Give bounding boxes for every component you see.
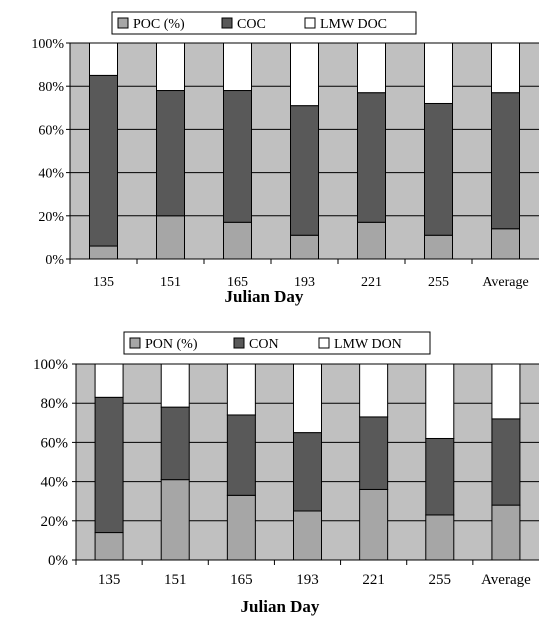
top-bar-Average-lmw (491, 42, 520, 94)
top-x-tick-label-5: 255 (428, 275, 449, 290)
top-x-tick-label-4: 221 (361, 275, 382, 290)
bottom-legend-swatch-2 (318, 337, 330, 349)
bottom-bar-221-lmw (359, 363, 389, 418)
top-bar-165-particulate (223, 221, 252, 260)
bottom-bar-151-colloidal (160, 406, 190, 481)
bottom-chart: PON (%) CON LMW DON 0% 20% 40% 60% 80% 100% 1… (33, 331, 539, 616)
bottom-bar-151-lmw (160, 363, 190, 408)
top-legend-swatch-2 (304, 17, 316, 29)
bottom-bar-221-colloidal (359, 416, 389, 490)
bottom-legend-label-1: CON (249, 337, 279, 352)
top-bar-221-colloidal (357, 92, 386, 223)
top-bar-135-colloidal (89, 74, 118, 247)
bottom-x-axis-title: Julian Day (241, 597, 320, 616)
top-bar-193-lmw (290, 42, 319, 107)
bottom-bar-165-particulate (226, 494, 256, 561)
top-bar-135-lmw (89, 42, 118, 76)
bottom-x-ticks: 135 151 165 193 221 255 Average (75, 560, 531, 588)
top-bar-Average-particulate (491, 228, 520, 260)
top-x-axis-title: Julian Day (225, 287, 304, 306)
bottom-x-tick-label-4: 221 (362, 572, 385, 588)
top-bar-151-colloidal (156, 90, 185, 217)
top-x-tick-label-1: 151 (160, 275, 181, 290)
top-legend-label-2: LMW DOC (320, 17, 387, 32)
bottom-legend-label-0: PON (%) (145, 337, 198, 352)
bottom-y-ticks: 0% 20% 40% 60% 80% 100% (33, 357, 68, 569)
bottom-bar-165-lmw (226, 363, 256, 416)
bottom-legend-label-2: LMW DON (334, 337, 402, 352)
top-bar-221-particulate (357, 221, 386, 260)
top-bar-165-lmw (223, 42, 252, 92)
top-x-ticks: 135 151 165 193 221 255 Average (69, 259, 529, 290)
bottom-bar-135-lmw (94, 363, 124, 398)
top-bar-255-particulate (424, 234, 453, 260)
top-y-ticks: 0% 20% 40% 60% 80% 100% (31, 37, 64, 268)
bottom-bar-193-lmw (293, 363, 322, 434)
top-x-tick-label-6: Average (482, 275, 528, 290)
bottom-bar-135-colloidal (94, 396, 124, 534)
top-legend-swatch-1 (221, 17, 233, 29)
top-bar-193-colloidal (290, 105, 319, 236)
top-y-tick-label-4: 80% (38, 80, 64, 95)
top-bar-Average-colloidal (491, 92, 520, 230)
bottom-bar-Average-particulate (491, 504, 521, 561)
bottom-legend-swatch-0 (129, 337, 141, 349)
top-axes (66, 42, 539, 260)
top-legend-swatch-0 (117, 17, 129, 29)
top-x-tick-label-0: 135 (93, 275, 114, 290)
top-x-tick-label-2: 165 (227, 275, 248, 290)
bottom-x-tick-label-1: 151 (164, 572, 187, 588)
top-bar-193-particulate (290, 234, 319, 260)
top-y-tick-label-3: 60% (38, 123, 64, 138)
bottom-bar-Average-lmw (491, 363, 521, 420)
bottom-axes (72, 363, 539, 561)
top-legend-label-1: COC (237, 17, 266, 32)
bottom-x-tick-label-3: 193 (296, 572, 319, 588)
top-legend-label-0: POC (%) (133, 17, 185, 32)
bottom-bars (94, 363, 521, 561)
top-bar-221-lmw (357, 42, 386, 94)
bottom-bar-151-particulate (160, 479, 190, 561)
bottom-y-tick-label-3: 60% (41, 435, 69, 451)
bottom-bar-255-particulate (425, 514, 455, 561)
bottom-x-tick-label-2: 165 (230, 572, 253, 588)
bottom-legend: PON (%) CON LMW DON (123, 331, 431, 355)
bottom-bar-193-particulate (293, 510, 322, 561)
top-bar-255-lmw (424, 42, 453, 104)
top-bar-165-colloidal (223, 90, 252, 223)
bottom-bar-165-colloidal (226, 414, 256, 496)
top-y-tick-label-2: 40% (38, 167, 64, 182)
top-bar-135-particulate (89, 245, 118, 260)
bottom-bar-135-particulate (94, 532, 124, 561)
top-y-tick-label-1: 20% (38, 210, 64, 225)
bottom-y-tick-label-2: 40% (41, 475, 69, 491)
bottom-x-tick-label-0: 135 (98, 572, 121, 588)
bottom-bar-255-colloidal (425, 437, 455, 516)
top-bar-151-particulate (156, 215, 185, 260)
bottom-x-tick-label-6: Average (481, 572, 531, 588)
bottom-y-tick-label-0: 0% (48, 553, 68, 569)
bottom-bar-Average-colloidal (491, 418, 521, 506)
top-bars (89, 42, 520, 260)
bottom-y-tick-label-4: 80% (41, 396, 69, 412)
top-legend-box (111, 11, 417, 35)
bottom-x-tick-label-5: 255 (429, 572, 452, 588)
bottom-y-tick-label-1: 20% (41, 514, 69, 530)
bottom-legend-swatch-1 (233, 337, 245, 349)
bottom-legend-box (123, 331, 431, 355)
top-y-tick-label-5: 100% (31, 37, 64, 52)
top-bar-255-colloidal (424, 102, 453, 236)
top-y-tick-label-0: 0% (45, 253, 64, 268)
top-bar-151-lmw (156, 42, 185, 92)
bottom-bar-193-colloidal (293, 432, 322, 512)
bottom-bar-255-lmw (425, 363, 455, 439)
top-legend: POC (%) COC LMW DOC (111, 11, 417, 35)
bottom-y-tick-label-5: 100% (33, 357, 68, 373)
top-x-tick-label-3: 193 (294, 275, 315, 290)
top-chart: POC (%) COC LMW DOC 0% 20% 40% 60% 80% 100% 1… (31, 11, 539, 306)
bottom-bar-221-particulate (359, 488, 389, 561)
